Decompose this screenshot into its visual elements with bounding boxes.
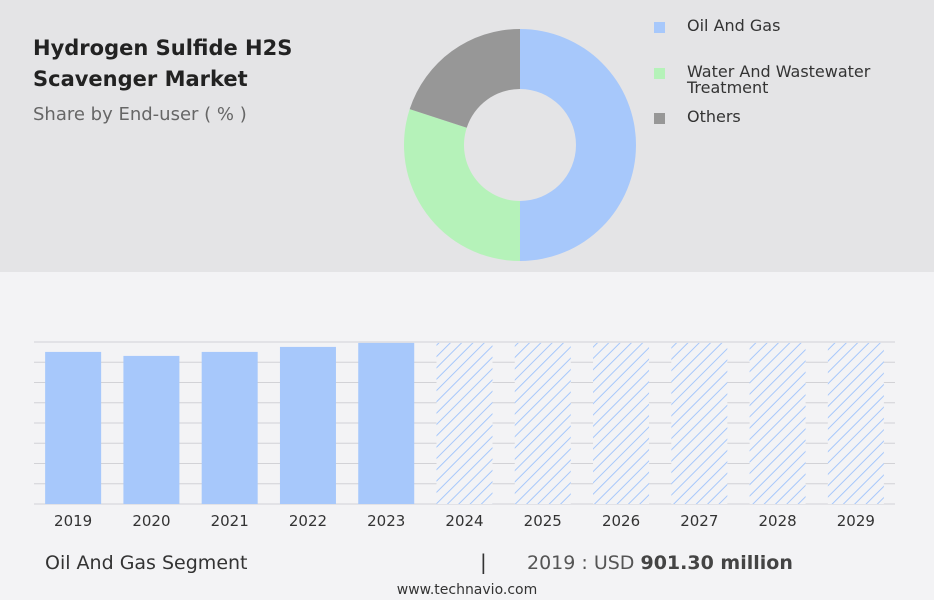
- segment-label: Oil And Gas Segment: [45, 552, 248, 574]
- legend-swatch-others: [654, 113, 665, 124]
- bar-2024: [436, 342, 493, 504]
- tick-label-2021: 2021: [211, 512, 249, 530]
- legend-item-others: Others: [652, 109, 927, 125]
- donut-slice-2: [409, 29, 520, 128]
- segment-value-prefix: 2019 : USD: [527, 552, 635, 574]
- bar-2023: [358, 342, 415, 504]
- legend-item-oil-and-gas: Oil And Gas: [652, 18, 927, 34]
- bar-2027: [671, 342, 728, 504]
- tick-label-2020: 2020: [132, 512, 170, 530]
- bar-2022: [279, 346, 336, 504]
- legend: Oil And Gas Water And Wastewater Treatme…: [652, 14, 927, 125]
- bar-2020: [123, 355, 180, 504]
- bar-2021: [201, 351, 258, 504]
- legend-item-water: Water And Wastewater Treatment: [652, 64, 902, 96]
- bar-2028: [749, 342, 806, 504]
- tick-label-2029: 2029: [837, 512, 875, 530]
- bar-2025: [514, 342, 571, 504]
- donut-chart: [404, 29, 636, 262]
- bar-2019: [45, 351, 102, 504]
- legend-swatch-water: [654, 68, 665, 79]
- legend-swatch-oil-and-gas: [654, 22, 665, 33]
- tick-label-2022: 2022: [289, 512, 327, 530]
- tick-label-2027: 2027: [680, 512, 718, 530]
- bar-chart: 2019 2020 2021 2022 2023 2024 2025 2026 2027 2028…: [34, 341, 895, 530]
- segment-value: 2019 : USD 901.30 million: [527, 552, 793, 574]
- donut-slice-0: [520, 29, 636, 261]
- legend-label-oil-and-gas: Oil And Gas: [687, 16, 781, 35]
- tick-label-2028: 2028: [758, 512, 796, 530]
- donut-slice-1: [404, 109, 520, 262]
- tick-label-2026: 2026: [602, 512, 640, 530]
- bar-2029: [827, 342, 884, 504]
- segment-value-amount: 901.30 million: [640, 552, 793, 574]
- legend-label-water: Water And Wastewater Treatment: [687, 62, 871, 97]
- tick-label-2024: 2024: [445, 512, 483, 530]
- legend-label-others: Others: [687, 107, 741, 126]
- tick-label-2023: 2023: [367, 512, 405, 530]
- source-link[interactable]: www.technavio.com: [396, 582, 538, 598]
- chart-title: Hydrogen Sulfide H2S Scavenger Market: [33, 36, 293, 91]
- chart-subtitle: Share by End-user ( % ): [33, 104, 247, 125]
- footer-separator: |: [480, 550, 487, 574]
- bar-2026: [593, 342, 650, 504]
- tick-label-2019: 2019: [54, 512, 92, 530]
- tick-label-2025: 2025: [524, 512, 562, 530]
